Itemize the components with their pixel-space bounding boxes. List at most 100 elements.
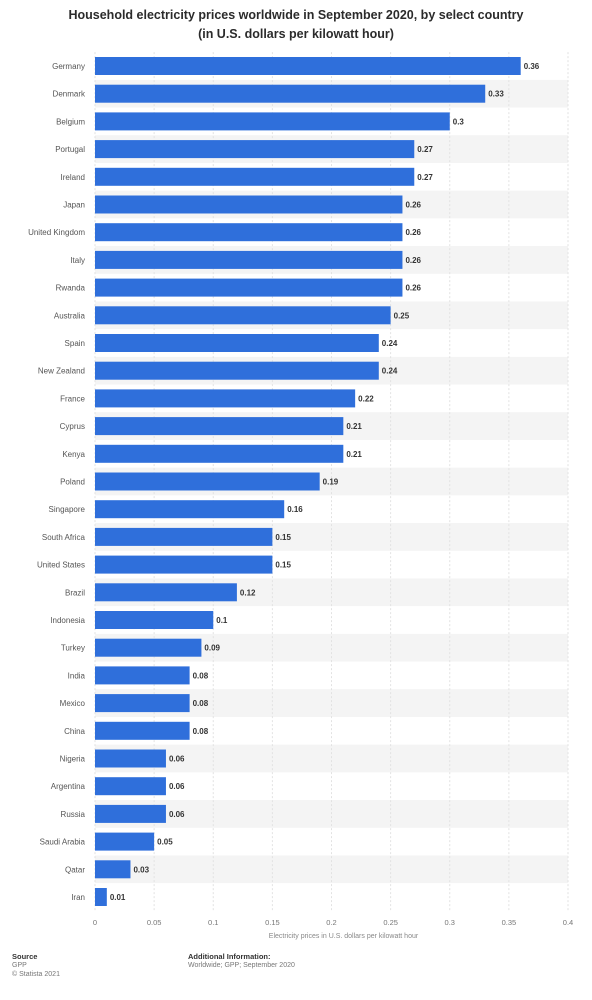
value-label: 0.27 (417, 145, 433, 154)
chart-title: Household electricity prices worldwide i… (68, 8, 524, 22)
additional-info-block: Additional Information: Worldwide; GPP; … (188, 952, 295, 970)
category-label: Iran (71, 893, 85, 902)
value-label: 0.26 (405, 284, 421, 293)
category-label: Brazil (65, 588, 85, 597)
bar (95, 638, 202, 657)
value-label: 0.09 (204, 644, 220, 653)
bar (95, 167, 415, 186)
category-label: Ireland (61, 173, 85, 182)
value-label: 0.03 (133, 865, 149, 874)
bar (95, 555, 273, 574)
bar (95, 472, 320, 491)
category-label: Germany (52, 62, 85, 71)
bar (95, 361, 379, 380)
bar (95, 500, 285, 519)
value-label: 0.21 (346, 450, 362, 459)
copyright-text: © Statista 2021 (12, 971, 60, 978)
x-tick-label: 0.2 (326, 918, 336, 927)
category-label: Japan (63, 201, 85, 210)
value-label: 0.08 (193, 727, 209, 736)
bar (95, 832, 155, 851)
category-label: India (68, 671, 86, 680)
bar (95, 860, 131, 879)
category-label: China (64, 727, 85, 736)
value-label: 0.24 (382, 339, 398, 348)
category-label: Denmark (53, 90, 86, 99)
value-label: 0.19 (323, 478, 339, 487)
bar (95, 278, 403, 297)
bar (95, 527, 273, 546)
category-label: Indonesia (50, 616, 85, 625)
value-label: 0.06 (169, 810, 185, 819)
bar (95, 250, 403, 269)
value-label: 0.06 (169, 755, 185, 764)
x-tick-label: 0.25 (383, 918, 398, 927)
bar (95, 888, 107, 906)
bar (95, 749, 166, 768)
value-label: 0.12 (240, 588, 256, 597)
chart-subtitle: (in U.S. dollars per kilowatt hour) (198, 27, 394, 41)
bar (95, 84, 486, 103)
bar-chart: 0 0.05 0.1 0.15 0.2 0.25 0.3 0.35 0.4 Electricity… (28, 52, 573, 940)
bar (95, 777, 166, 796)
category-label: Belgium (56, 117, 85, 126)
bar (95, 666, 190, 685)
category-label: Portugal (55, 145, 85, 154)
bar (95, 223, 403, 242)
category-label: United Kingdom (28, 228, 85, 237)
value-label: 0.05 (157, 838, 173, 847)
bar (95, 444, 344, 463)
bar (95, 721, 190, 740)
category-label: Singapore (49, 505, 86, 514)
category-label: Spain (65, 339, 85, 348)
value-label: 0.3 (453, 117, 465, 126)
category-label: Cyprus (60, 422, 85, 431)
value-label: 0.33 (488, 90, 504, 99)
value-label: 0.22 (358, 394, 374, 403)
value-label: 0.15 (275, 533, 291, 542)
category-label: Mexico (60, 699, 86, 708)
bar (95, 611, 214, 629)
category-label: New Zealand (38, 367, 85, 376)
category-label: Qatar (65, 865, 85, 874)
source-title: Source (12, 952, 38, 961)
category-label: Poland (60, 478, 85, 487)
value-label: 0.06 (169, 782, 185, 791)
x-tick-label: 0 (93, 918, 97, 927)
value-label: 0.26 (405, 256, 421, 265)
category-label: Rwanda (56, 284, 86, 293)
value-label: 0.16 (287, 505, 303, 514)
x-tick-label: 0.3 (445, 918, 455, 927)
value-label: 0.01 (110, 893, 126, 902)
value-label: 0.25 (394, 311, 410, 320)
category-label: Nigeria (60, 755, 86, 764)
value-label: 0.27 (417, 173, 433, 182)
additional-info-title: Additional Information: (188, 952, 271, 961)
chart-title-block: Household electricity prices worldwide i… (0, 6, 592, 44)
additional-info-text: Worldwide; GPP; September 2020 (188, 962, 295, 969)
x-axis-title: Electricity prices in U.S. dollars per k… (269, 933, 419, 940)
category-label: Italy (70, 256, 85, 265)
bar (95, 140, 415, 159)
bar (95, 195, 403, 214)
value-label: 0.21 (346, 422, 362, 431)
category-label: Kenya (62, 450, 85, 459)
bar (95, 57, 521, 75)
value-label: 0.15 (275, 561, 291, 570)
category-label: Argentina (51, 782, 86, 791)
bar (95, 306, 391, 325)
category-label: South Africa (42, 533, 86, 542)
value-label: 0.24 (382, 367, 398, 376)
value-label: 0.26 (405, 228, 421, 237)
value-label: 0.1 (216, 616, 228, 625)
bar (95, 583, 237, 602)
bar (95, 334, 379, 352)
bar (95, 694, 190, 713)
category-label: Turkey (61, 644, 85, 653)
category-label: United States (37, 561, 85, 570)
x-tick-label: 0.15 (265, 918, 280, 927)
category-label: France (60, 394, 85, 403)
x-tick-label: 0.4 (563, 918, 573, 927)
value-label: 0.08 (193, 671, 209, 680)
bar (95, 389, 356, 408)
